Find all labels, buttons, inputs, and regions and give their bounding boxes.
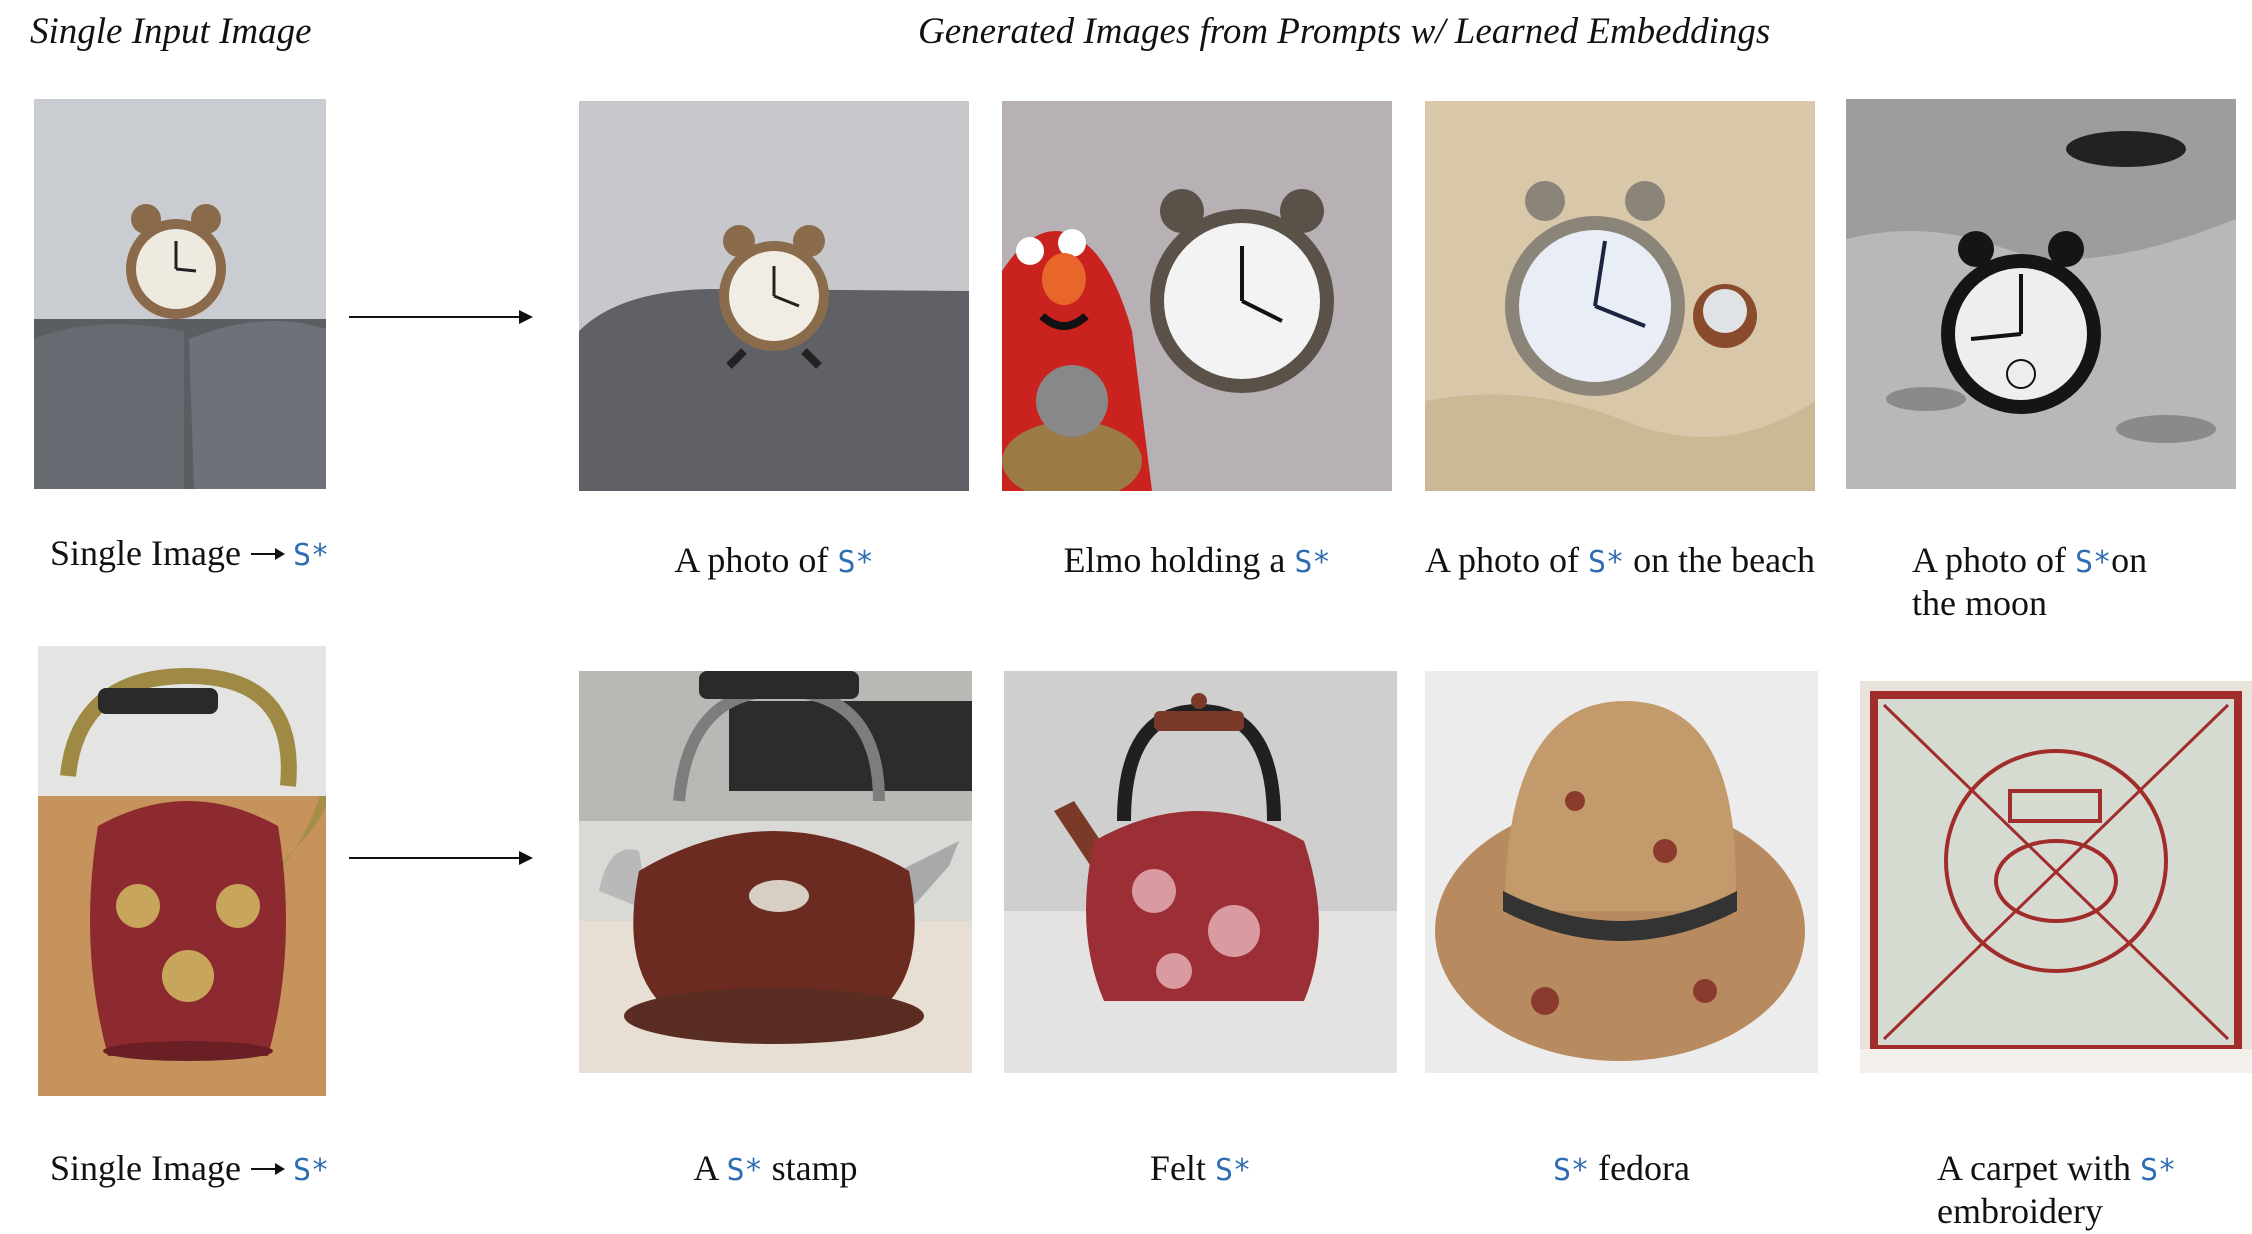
caption-kettle-felt: Felt S* <box>1149 1148 1252 1188</box>
generated-image-clock-beach <box>1425 101 1815 491</box>
generated-image-kettle-fedora <box>1425 671 1818 1073</box>
caption-clock-photo: A photo of S* <box>674 540 874 580</box>
input-image-kettle <box>38 646 326 1096</box>
generated-image-clock-photo <box>579 101 969 491</box>
generated-image-clock-elmo <box>1002 101 1392 491</box>
caption-kettle-fedora: S* fedora <box>1552 1148 1691 1188</box>
header-single-input: Single Input Image <box>30 11 312 52</box>
header-generated-images: Generated Images from Prompts w/ Learned… <box>918 11 1771 52</box>
caption-arrow-icon <box>250 1162 285 1175</box>
arrow-row2 <box>349 851 533 865</box>
input-image-clock <box>34 99 326 489</box>
generated-image-clock-moon <box>1846 99 2236 489</box>
generated-image-kettle-felt <box>1004 671 1397 1073</box>
caption-clock-moon: A photo of S*on the moon <box>1912 540 2148 623</box>
caption-kettle-carpet: A carpet with S* embroidery <box>1937 1148 2177 1231</box>
generated-image-kettle-carpet <box>1860 681 2252 1073</box>
caption-input-row2: Single Image S* <box>50 1148 330 1188</box>
caption-input-row1: Single Image S* <box>50 533 330 573</box>
arrow-row1 <box>349 310 533 324</box>
caption-clock-elmo: Elmo holding a S* <box>1063 540 1331 580</box>
generated-image-kettle-stamp <box>579 671 972 1073</box>
caption-arrow-icon <box>250 547 285 560</box>
caption-clock-beach: A photo of S* on the beach <box>1424 540 1816 580</box>
caption-kettle-stamp: A S* stamp <box>693 1148 858 1188</box>
